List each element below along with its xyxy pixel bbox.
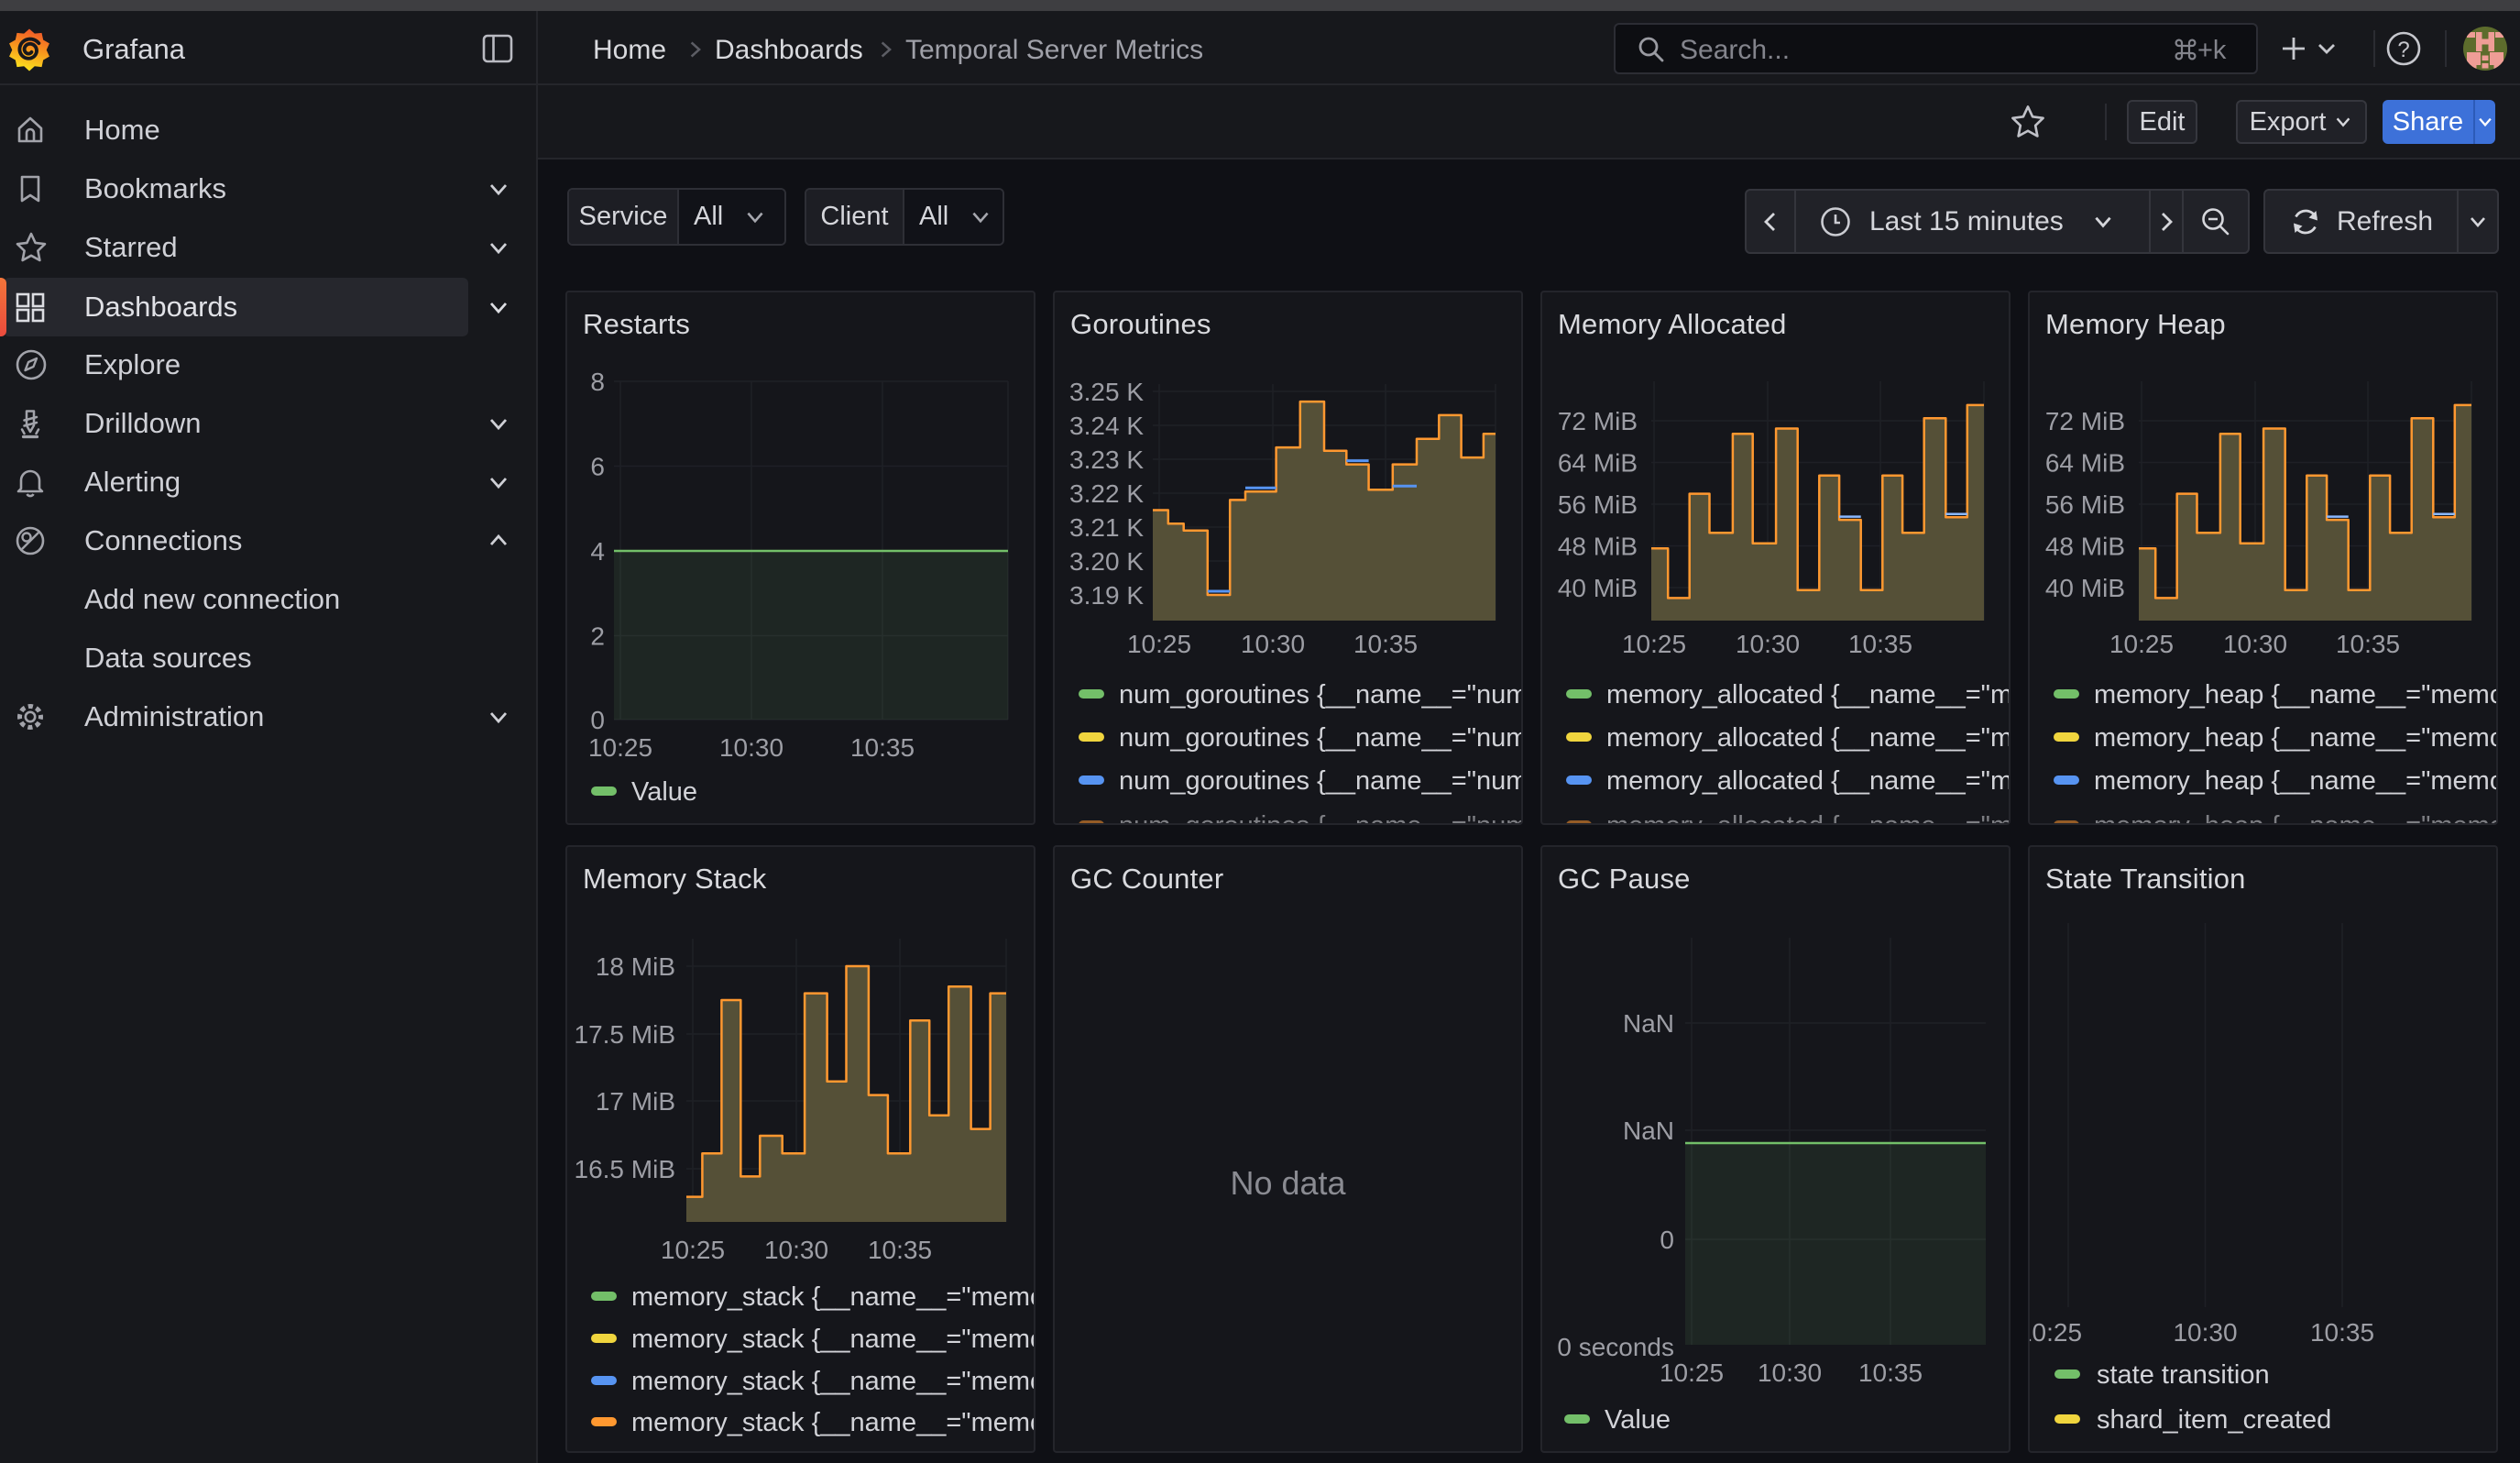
svg-text:NaN: NaN (1623, 1116, 1674, 1145)
svg-text:3.21 K: 3.21 K (1069, 513, 1144, 542)
svg-text:num_goroutines {__name__="num_: num_goroutines {__name__="num_goro (1119, 811, 1521, 823)
svg-text:10:35: 10:35 (1848, 630, 1912, 658)
svg-text:0 seconds: 0 seconds (1557, 1333, 1674, 1361)
svg-text:10:35: 10:35 (2310, 1318, 2374, 1347)
svg-text:10:30: 10:30 (1241, 630, 1305, 658)
svg-text:memory_stack {__name__="memory: memory_stack {__name__="memory_s (631, 1282, 1034, 1312)
svg-text:18 MiB: 18 MiB (596, 952, 675, 981)
svg-text:?: ? (2397, 38, 2409, 62)
svg-text:17 MiB: 17 MiB (596, 1087, 675, 1116)
svg-text:3.19 K: 3.19 K (1069, 581, 1144, 610)
svg-text:17.5 MiB: 17.5 MiB (575, 1020, 676, 1049)
svg-text:0: 0 (590, 706, 605, 734)
svg-text:6: 6 (590, 453, 605, 481)
svg-text:10:35: 10:35 (2336, 630, 2400, 658)
svg-text:memory_heap {__name__="memory_: memory_heap {__name__="memory_h (2094, 811, 2496, 823)
svg-text:NaN: NaN (1623, 1009, 1674, 1038)
svg-text:4: 4 (590, 537, 605, 566)
svg-text:Value: Value (1605, 1405, 1671, 1435)
svg-text:64 MiB: 64 MiB (2045, 449, 2125, 478)
svg-text:memory_stack {__name__="memory: memory_stack {__name__="memory_s (631, 1367, 1034, 1396)
svg-text:40 MiB: 40 MiB (2045, 574, 2125, 602)
svg-text:10:30: 10:30 (1736, 630, 1800, 658)
svg-text:memory_stack {__name__="memory: memory_stack {__name__="memory_s (631, 1325, 1034, 1354)
svg-text:memory_allocated {__name__="me: memory_allocated {__name__="memo (1606, 680, 2009, 710)
svg-text:10:25: 10:25 (1660, 1358, 1724, 1387)
svg-text:72 MiB: 72 MiB (1558, 407, 1638, 435)
svg-text:3.25 K: 3.25 K (1069, 378, 1144, 406)
svg-text:memory_heap {__name__="memory_: memory_heap {__name__="memory_h (2094, 723, 2496, 753)
svg-text:10:25: 10:25 (661, 1236, 725, 1264)
svg-text:memory_allocated {__name__="me: memory_allocated {__name__="memo (1606, 766, 2009, 796)
svg-text:72 MiB: 72 MiB (2045, 407, 2125, 435)
svg-text:memory_heap {__name__="memory_: memory_heap {__name__="memory_h (2094, 680, 2496, 710)
svg-text:10:35: 10:35 (1353, 630, 1418, 658)
svg-text:16.5 MiB: 16.5 MiB (575, 1155, 676, 1183)
svg-text:10:30: 10:30 (2173, 1318, 2237, 1347)
svg-text:40 MiB: 40 MiB (1558, 574, 1638, 602)
svg-text:2: 2 (590, 622, 605, 651)
svg-text:10:30: 10:30 (2223, 630, 2287, 658)
svg-text:3.24 K: 3.24 K (1069, 412, 1144, 440)
svg-text:64 MiB: 64 MiB (1558, 449, 1638, 478)
svg-text:56 MiB: 56 MiB (1558, 490, 1638, 519)
svg-text:10:25: 10:25 (2109, 630, 2174, 658)
svg-text:memory_heap {__name__="memory_: memory_heap {__name__="memory_h (2094, 766, 2496, 796)
svg-text:num_goroutines {__name__="num_: num_goroutines {__name__="num_goro (1119, 723, 1521, 753)
svg-text:memory_allocated {__name__="me: memory_allocated {__name__="memo (1606, 811, 2009, 823)
svg-text:10:35: 10:35 (1858, 1358, 1923, 1387)
svg-text:48 MiB: 48 MiB (2045, 533, 2125, 561)
svg-text:num_goroutines {__name__="num_: num_goroutines {__name__="num_goro (1119, 766, 1521, 796)
svg-text:state transition: state transition (2097, 1360, 2270, 1390)
svg-text:memory_allocated {__name__="me: memory_allocated {__name__="memo (1606, 723, 2009, 753)
svg-text:10:25: 10:25 (588, 733, 652, 762)
svg-text:10:30: 10:30 (764, 1236, 828, 1264)
svg-text:10:35: 10:35 (868, 1236, 932, 1264)
svg-text:3.22 K: 3.22 K (1069, 479, 1144, 508)
svg-text:56 MiB: 56 MiB (2045, 490, 2125, 519)
svg-text:48 MiB: 48 MiB (1558, 533, 1638, 561)
svg-text:3.23 K: 3.23 K (1069, 446, 1144, 474)
svg-text:0: 0 (1660, 1226, 1674, 1254)
svg-text:memory_stack {__name__="memory: memory_stack {__name__="memory_s (631, 1408, 1034, 1437)
svg-text:8: 8 (590, 368, 605, 396)
svg-text:10:30: 10:30 (719, 733, 783, 762)
svg-text:10:30: 10:30 (1758, 1358, 1822, 1387)
svg-text:shard_item_created: shard_item_created (2097, 1405, 2331, 1435)
svg-text:Value: Value (631, 777, 697, 807)
svg-text:num_goroutines {__name__="num_: num_goroutines {__name__="num_goro (1119, 680, 1521, 710)
svg-text:3.20 K: 3.20 K (1069, 547, 1144, 576)
svg-text:10:35: 10:35 (850, 733, 915, 762)
svg-text:10:25: 10:25 (1127, 630, 1191, 658)
svg-text:10:25: 10:25 (2030, 1318, 2082, 1347)
svg-text:10:25: 10:25 (1622, 630, 1686, 658)
